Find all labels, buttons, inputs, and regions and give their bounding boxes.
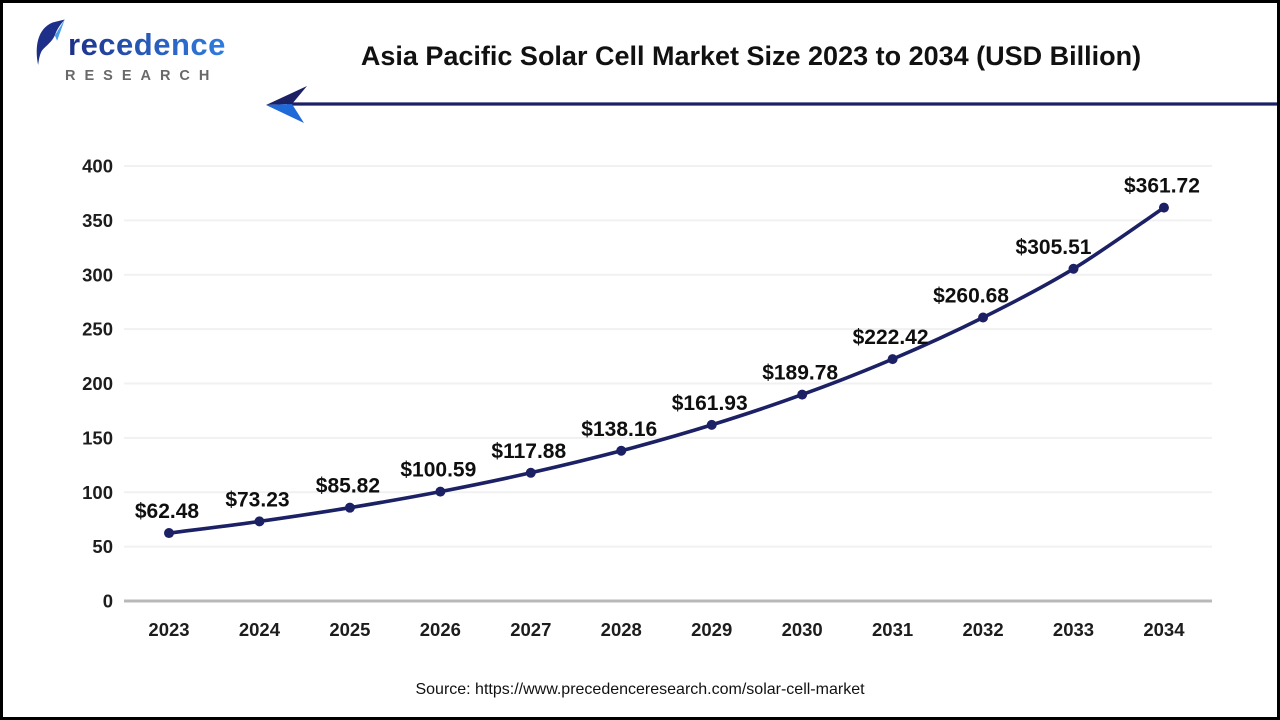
precedence-logo-leaf-icon (36, 19, 65, 66)
data-point-label: $85.82 (316, 475, 380, 498)
data-point-label: $361.72 (1124, 175, 1200, 198)
data-point-marker (435, 486, 446, 497)
line-chart: 0 50 100 150 200 250 300 350 400 2023 2024 2025 2026… (82, 156, 1212, 640)
data-point-marker (344, 502, 355, 513)
y-tick-label: 200 (82, 373, 113, 394)
data-point-label: $222.42 (853, 326, 929, 349)
y-tick-label: 0 (103, 591, 113, 612)
brand-subtitle: RESEARCH (65, 68, 219, 84)
arrowhead-top-icon (266, 86, 307, 105)
precedence-research-logo: recedence RESEARCH (29, 19, 239, 84)
x-tick-label: 2031 (872, 619, 913, 640)
data-point-marker (525, 467, 536, 478)
arrowhead-bottom-icon (266, 104, 304, 123)
y-axis-labels: 0 50 100 150 200 250 300 350 400 (82, 156, 113, 612)
brand-name: recedence (68, 23, 226, 67)
data-point-label: $100.59 (400, 459, 476, 482)
x-tick-label: 2024 (239, 619, 281, 640)
data-point-marker (1158, 202, 1169, 213)
data-point-label: $161.93 (672, 392, 748, 415)
gridlines (124, 165, 1212, 603)
data-point-label: $73.23 (225, 488, 289, 511)
y-tick-label: 100 (82, 482, 113, 503)
data-points (164, 202, 1169, 539)
y-tick-label: 350 (82, 210, 113, 231)
data-point-label: $305.51 (1016, 236, 1092, 259)
data-point-marker (254, 516, 265, 527)
x-tick-label: 2023 (148, 619, 189, 640)
y-tick-label: 300 (82, 264, 113, 285)
data-point-marker (1068, 263, 1079, 274)
data-point-label: $62.48 (135, 500, 200, 523)
data-point-marker (797, 389, 808, 400)
x-tick-label: 2033 (1053, 619, 1094, 640)
data-point-label: $260.68 (933, 285, 1009, 308)
y-tick-label: 150 (82, 427, 113, 448)
y-tick-label: 400 (82, 156, 113, 177)
x-tick-label: 2034 (1143, 619, 1185, 640)
source-citation: Source: https://www.precedenceresearch.c… (415, 681, 865, 698)
data-point-marker (616, 445, 627, 456)
left-arrow-divider (266, 86, 1277, 123)
data-labels: $62.48 $73.23 $85.82 $100.59 $117.88 $138.16 $… (135, 175, 1200, 523)
x-tick-label: 2029 (691, 619, 732, 640)
data-point-label: $138.16 (581, 418, 657, 441)
x-tick-label: 2032 (962, 619, 1003, 640)
data-point-label: $189.78 (762, 362, 838, 385)
market-size-line (167, 205, 1166, 535)
data-point-label: $117.88 (491, 440, 566, 463)
series-line (167, 205, 1166, 535)
x-tick-label: 2028 (601, 619, 642, 640)
x-tick-label: 2030 (782, 619, 823, 640)
data-point-marker (978, 312, 989, 323)
y-tick-label: 50 (92, 536, 113, 557)
data-point-marker (706, 419, 717, 430)
data-point-marker (887, 354, 898, 365)
page-title: Asia Pacific Solar Cell Market Size 2023… (360, 41, 1142, 71)
data-point-marker (164, 528, 174, 539)
y-tick-label: 250 (82, 319, 113, 340)
x-tick-label: 2026 (420, 619, 461, 640)
x-axis-labels: 2023 2024 2025 2026 2027 2028 2029 2030 2031 2032… (148, 619, 1185, 640)
x-tick-label: 2027 (510, 619, 551, 640)
x-tick-label: 2025 (329, 619, 370, 640)
